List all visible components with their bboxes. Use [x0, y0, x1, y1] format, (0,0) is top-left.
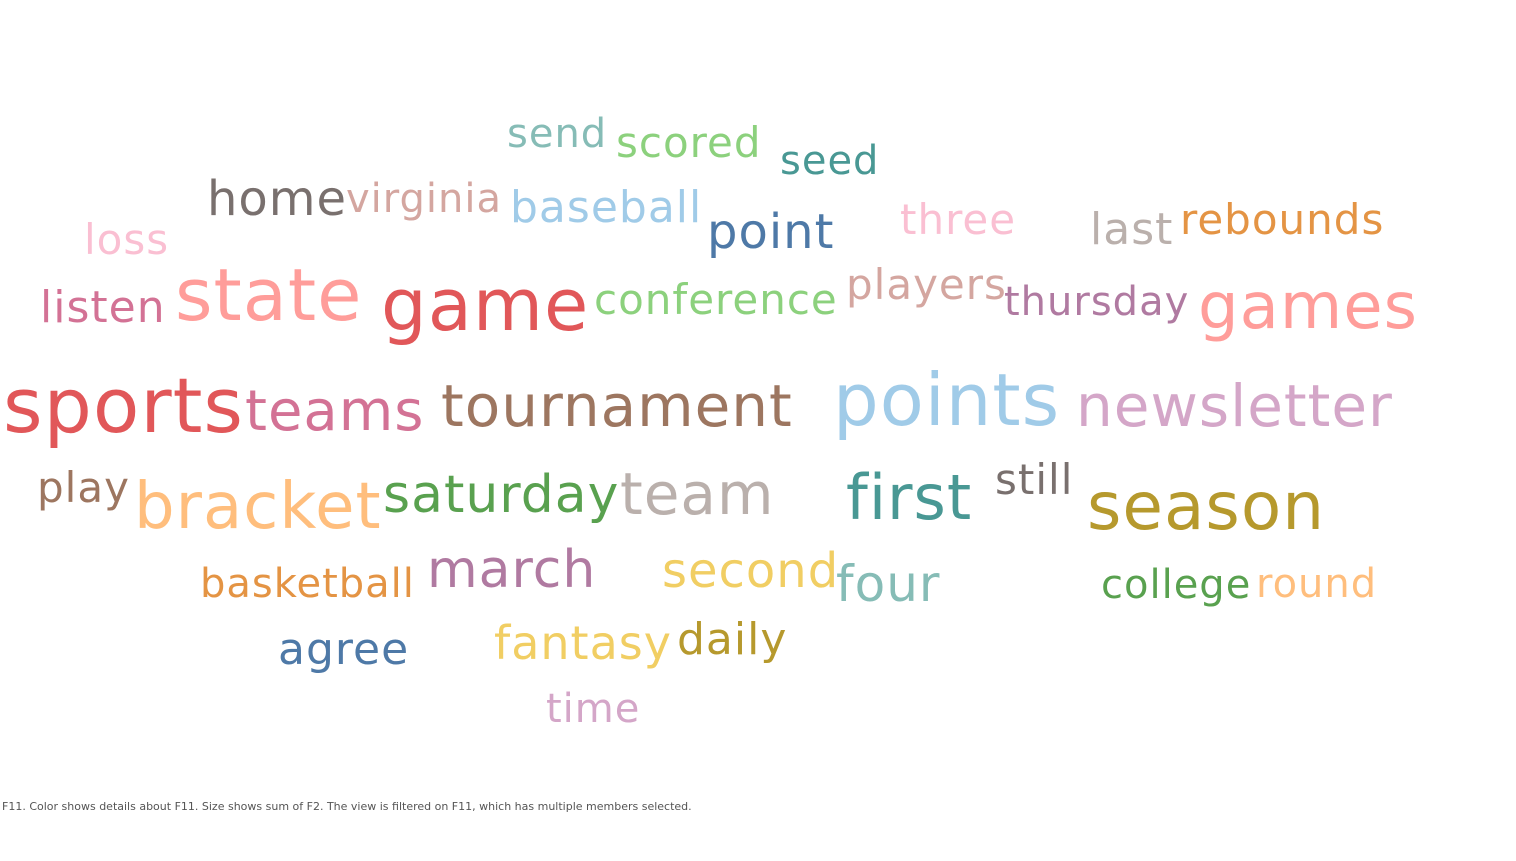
word-players: players	[846, 260, 1007, 310]
word-last: last	[1090, 203, 1174, 255]
word-college: college	[1101, 561, 1252, 608]
chart-caption: F11. Color shows details about F11. Size…	[2, 800, 692, 813]
word-game: game	[381, 262, 590, 347]
word-send: send	[507, 110, 608, 157]
word-point: point	[707, 203, 835, 260]
word-three: three	[900, 195, 1017, 245]
word-season: season	[1087, 467, 1326, 545]
word-fantasy: fantasy	[494, 616, 672, 671]
word-loss: loss	[84, 215, 170, 265]
word-play: play	[37, 463, 130, 513]
word-newsletter: newsletter	[1076, 371, 1393, 440]
word-first: first	[846, 460, 973, 534]
word-still: still	[995, 455, 1074, 505]
word-seed: seed	[780, 137, 880, 184]
word-scored: scored	[616, 118, 762, 168]
word-games: games	[1198, 270, 1418, 345]
word-second: second	[662, 542, 840, 599]
word-agree: agree	[278, 623, 410, 675]
word-listen: listen	[40, 281, 166, 333]
word-thursday: thursday	[1004, 278, 1190, 325]
word-virginia: virginia	[346, 175, 503, 222]
word-state: state	[175, 252, 363, 337]
word-conference: conference	[594, 275, 838, 325]
word-saturday: saturday	[383, 465, 620, 526]
word-basketball: basketball	[200, 560, 415, 607]
word-teams: teams	[245, 379, 425, 445]
word-rebounds: rebounds	[1180, 195, 1385, 245]
word-team: team	[620, 459, 775, 528]
word-daily: daily	[677, 613, 788, 665]
word-bracket: bracket	[134, 470, 382, 545]
word-points: points	[833, 357, 1061, 442]
word-tournament: tournament	[441, 371, 793, 440]
word-cloud: send scored seed home virginia baseball point t…	[3, 110, 1418, 732]
word-sports: sports	[3, 360, 244, 450]
word-four: four	[836, 555, 941, 613]
word-time: time	[546, 685, 641, 732]
word-march: march	[427, 540, 597, 601]
word-round: round	[1256, 560, 1378, 607]
word-baseball: baseball	[510, 181, 703, 233]
word-home: home	[207, 170, 348, 227]
